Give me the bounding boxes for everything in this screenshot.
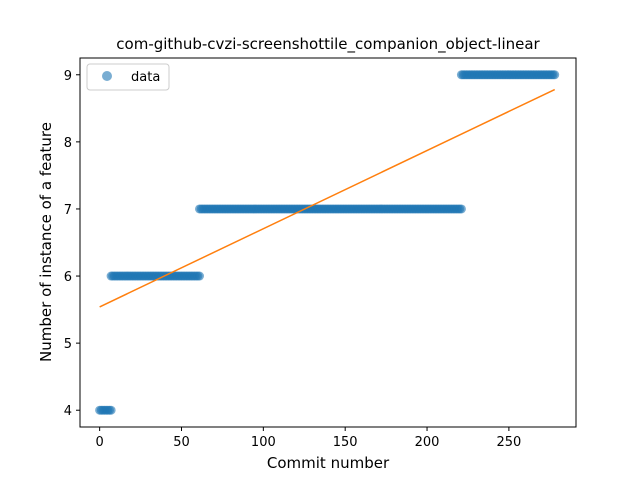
x-tick-label: 200 bbox=[415, 435, 440, 450]
y-tick-label: 6 bbox=[64, 270, 72, 285]
fit-line bbox=[99, 88, 556, 308]
y-axis-ticks: 4 5 6 7 8 9 bbox=[64, 69, 80, 419]
legend-label-data: data bbox=[131, 70, 160, 85]
data-point bbox=[106, 405, 116, 415]
x-tick-label: 0 bbox=[96, 435, 104, 450]
chart-title: com-github-cvzi-screenshottile_companion… bbox=[116, 35, 540, 54]
x-axis-ticks: 0 50 100 150 200 250 bbox=[96, 427, 521, 450]
y-tick-label: 9 bbox=[64, 69, 72, 84]
legend-marker-data bbox=[102, 71, 112, 81]
x-tick-label: 50 bbox=[173, 435, 190, 450]
y-axis-label: Number of instance of a feature bbox=[37, 122, 55, 362]
plot-area bbox=[95, 70, 560, 415]
y-tick-label: 4 bbox=[64, 404, 72, 419]
x-axis-label: Commit number bbox=[267, 454, 390, 472]
data-point bbox=[194, 271, 204, 281]
y-tick-label: 8 bbox=[64, 136, 72, 151]
legend: data bbox=[86, 63, 170, 91]
axes-frame bbox=[79, 57, 577, 428]
legend-box bbox=[86, 63, 170, 91]
data-point bbox=[550, 70, 560, 80]
x-tick-label: 250 bbox=[496, 435, 521, 450]
y-tick-label: 7 bbox=[64, 203, 72, 218]
data-point bbox=[456, 204, 466, 214]
x-tick-label: 150 bbox=[333, 435, 358, 450]
x-tick-label: 100 bbox=[251, 435, 276, 450]
y-tick-label: 5 bbox=[64, 337, 72, 352]
